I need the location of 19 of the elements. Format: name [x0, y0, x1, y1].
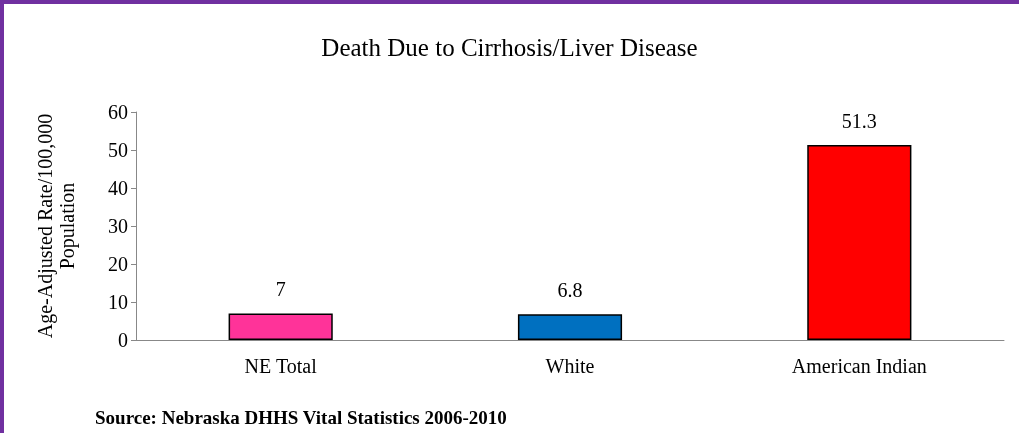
data-label: 51.3: [841, 110, 877, 133]
y-tick-label: 0: [118, 329, 128, 351]
y-tick-label: 20: [108, 253, 128, 275]
bar: [807, 145, 912, 340]
y-axis-title: Age-Adjusted Rate/100,000 Population: [34, 113, 79, 339]
y-tick-label: 50: [108, 139, 128, 161]
source-note: Source: Nebraska DHHS Vital Statistics 2006-2010: [95, 407, 507, 428]
x-tick-label: White: [545, 355, 595, 377]
data-label: 6.8: [557, 279, 583, 302]
y-tick-label: 60: [108, 101, 128, 123]
y-tick-label: 30: [108, 215, 128, 237]
bar: [228, 313, 333, 340]
chart-title: Death Due to Cirrhosis/Liver Disease: [321, 34, 698, 61]
x-tick-label: NE Total: [244, 355, 318, 377]
y-tick-label: 40: [108, 177, 128, 199]
bar: [517, 314, 623, 340]
x-tick-label: American Indian: [791, 355, 927, 377]
data-label: 7: [275, 278, 286, 301]
y-tick-label: 10: [108, 291, 128, 313]
